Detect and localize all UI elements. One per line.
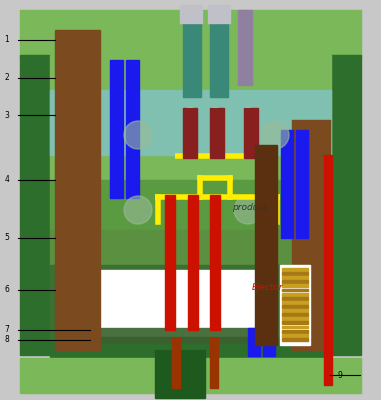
Text: 1: 1 (5, 36, 10, 44)
Bar (282, 293, 308, 296)
Text: 6: 6 (5, 286, 10, 294)
Bar (50, 180, 331, 230)
Bar (110, 60, 123, 198)
Bar (20, 358, 361, 393)
Bar (282, 309, 308, 312)
Circle shape (124, 196, 152, 224)
Bar (238, 10, 252, 85)
Bar (210, 108, 224, 158)
Bar (126, 60, 139, 198)
Bar (282, 301, 308, 304)
Bar (282, 326, 308, 328)
Bar (20, 55, 50, 355)
Bar (282, 276, 308, 279)
Bar (248, 328, 260, 356)
Circle shape (261, 121, 289, 149)
Bar (255, 145, 277, 345)
Text: Ejector: Ejector (252, 283, 283, 292)
Bar (172, 338, 180, 388)
Bar (282, 272, 308, 275)
Bar (282, 288, 308, 292)
Bar (282, 305, 308, 308)
Bar (281, 130, 293, 238)
Bar (282, 280, 308, 283)
Text: 9: 9 (338, 370, 343, 380)
Bar (183, 108, 197, 158)
Bar (282, 317, 308, 320)
Circle shape (234, 196, 262, 224)
Bar (50, 230, 331, 265)
Bar (282, 284, 308, 287)
Bar (50, 55, 331, 180)
Bar (282, 313, 308, 316)
Bar (90, 337, 278, 343)
Bar (244, 108, 258, 158)
Bar (292, 120, 330, 350)
Bar (282, 322, 308, 324)
Bar (324, 155, 332, 385)
Bar (282, 297, 308, 300)
Bar (90, 328, 278, 338)
Bar (208, 5, 230, 23)
Bar (55, 30, 100, 350)
Bar (210, 15, 228, 97)
Text: product: product (232, 203, 267, 212)
Bar (50, 90, 331, 155)
Text: 4: 4 (5, 176, 10, 184)
Text: 7: 7 (5, 326, 10, 334)
Bar (210, 195, 220, 330)
Text: 8: 8 (5, 336, 10, 344)
Bar (183, 15, 201, 97)
Bar (282, 268, 308, 271)
Text: 5: 5 (5, 234, 10, 242)
Text: 3: 3 (5, 110, 10, 120)
Bar (90, 270, 270, 332)
Bar (263, 328, 275, 356)
Bar (188, 195, 198, 330)
Bar (282, 338, 308, 341)
Bar (20, 10, 361, 58)
Bar (282, 330, 308, 332)
Text: 2: 2 (5, 74, 10, 82)
Bar (280, 265, 310, 345)
Bar (210, 338, 218, 388)
Circle shape (124, 121, 152, 149)
Bar (296, 130, 308, 238)
Bar (50, 340, 331, 358)
Bar (155, 350, 205, 398)
Bar (331, 55, 361, 355)
Bar (50, 265, 331, 340)
Bar (180, 5, 202, 23)
Bar (282, 334, 308, 337)
Bar (165, 195, 175, 330)
